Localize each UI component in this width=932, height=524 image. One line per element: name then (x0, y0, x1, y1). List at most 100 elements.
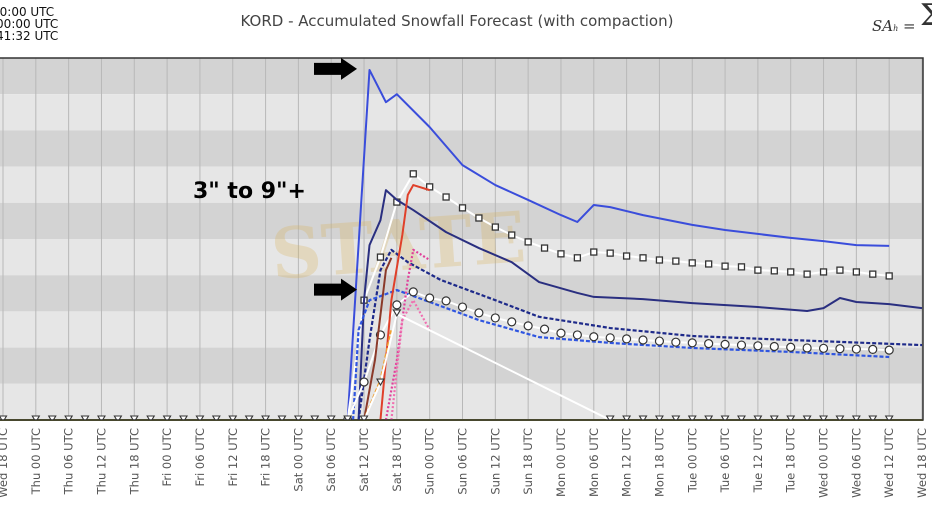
square-marker (458, 204, 467, 212)
x-tick-label: Fri 06 UTC (193, 428, 207, 486)
x-tick-label: Sat 00 UTC (291, 428, 305, 492)
range-annotation: 3" to 9"+ (193, 179, 306, 204)
triangle-marker (244, 415, 254, 420)
triangle-marker (113, 415, 123, 420)
triangle-marker (884, 415, 894, 420)
triangle-marker (786, 415, 796, 420)
square-marker (754, 266, 762, 274)
triangle-marker (129, 415, 139, 420)
x-tick-label: Thu 18 UTC (127, 428, 141, 495)
circle-marker (408, 287, 418, 297)
square-marker (803, 270, 811, 278)
triangle-marker (654, 415, 664, 420)
x-tick-label: Sun 06 UTC (456, 428, 470, 495)
square-marker (819, 268, 828, 276)
square-marker (721, 262, 729, 270)
x-tick-label: Sat 12 UTC (357, 428, 371, 492)
series-line (357, 189, 923, 420)
triangle-marker (753, 415, 763, 420)
circle-marker (720, 339, 730, 349)
x-tick-label: Fri 12 UTC (226, 428, 240, 486)
square-marker (540, 244, 549, 252)
triangle-marker (359, 415, 369, 420)
series-line (384, 248, 431, 420)
triangle-marker (638, 415, 648, 420)
square-marker (606, 249, 614, 257)
background-band (0, 239, 923, 276)
square-marker (836, 266, 844, 274)
run-info-line: :00:00 UTC (0, 17, 59, 31)
triangle-marker (293, 415, 303, 420)
x-tick-label: Tue 18 UTC (784, 428, 798, 493)
background-band (0, 130, 923, 167)
circle-marker (753, 341, 763, 351)
square-marker (376, 253, 385, 261)
formula-equals: = (898, 17, 916, 35)
triangle-marker (97, 415, 106, 420)
formula: SAh = Σ (872, 1, 932, 35)
triangle-marker (375, 378, 385, 387)
x-tick-label: Tue 12 UTC (751, 428, 765, 493)
x-tick-label: Mon 18 UTC (652, 428, 666, 497)
triangle-marker (392, 309, 402, 318)
square-marker (573, 254, 582, 262)
x-tick-label: Wed 18 UTC (915, 428, 929, 498)
triangle-marker (622, 415, 632, 420)
x-tick-label: Tue 06 UTC (718, 428, 732, 493)
x-tick-label: Sun 12 UTC (488, 428, 502, 495)
series-line (351, 288, 890, 420)
x-tick-label: Mon 00 UTC (554, 428, 568, 497)
triangle-marker (277, 415, 287, 420)
triangle-marker (47, 415, 57, 420)
triangle-marker (261, 415, 271, 420)
triangle-marker (162, 415, 172, 420)
square-marker (869, 270, 877, 278)
circle-marker (654, 336, 665, 346)
background-band (0, 383, 923, 420)
triangle-marker (605, 415, 615, 420)
circle-marker (539, 324, 550, 334)
circle-marker (868, 344, 878, 355)
circle-marker (392, 300, 402, 310)
triangle-marker (228, 415, 238, 420)
square-marker (737, 263, 746, 271)
circle-marker (474, 308, 484, 318)
background-band (0, 347, 923, 384)
formula-subscript: h (893, 24, 899, 33)
triangle-marker (211, 415, 221, 420)
square-marker (672, 257, 680, 265)
square-marker (787, 268, 795, 276)
x-tick-label: Thu 06 UTC (62, 428, 76, 495)
triangle-marker (851, 415, 861, 420)
x-tick-label: Mon 12 UTC (620, 428, 634, 497)
triangle-marker (31, 415, 41, 420)
circle-marker (835, 344, 845, 354)
circle-marker (687, 338, 697, 348)
chart-title: KORD - Accumulated Snowfall Forecast (wi… (240, 12, 674, 30)
circle-marker (605, 333, 615, 343)
square-marker (655, 256, 664, 264)
square-marker (885, 272, 893, 280)
series-line (346, 68, 890, 420)
circle-marker (589, 332, 599, 342)
triangle-marker (179, 415, 188, 420)
circle-marker (359, 377, 369, 387)
triangle-marker (769, 415, 779, 420)
square-marker (491, 223, 499, 231)
background-band (0, 94, 923, 131)
circle-marker (572, 330, 582, 340)
triangle-marker (326, 415, 336, 420)
series-line (390, 299, 431, 420)
square-marker (590, 248, 598, 256)
plot-border (0, 57, 924, 421)
x-tick-label: Sun 18 UTC (521, 428, 535, 495)
circle-marker (786, 342, 796, 352)
circle-marker (425, 293, 435, 303)
x-tick-label: Sat 06 UTC (324, 428, 338, 492)
series-line (357, 248, 923, 420)
x-tick-label: Thu 12 UTC (94, 428, 108, 495)
circle-marker (671, 337, 681, 347)
triangle-marker (195, 415, 205, 420)
series-group (0, 68, 923, 420)
x-tick-label: Sun 00 UTC (423, 428, 437, 495)
